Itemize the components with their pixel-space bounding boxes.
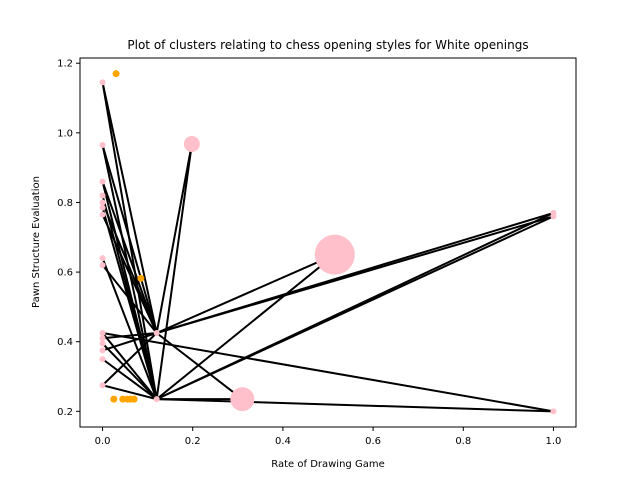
y-axis-label: Pawn Structure Evaluation bbox=[31, 176, 42, 308]
cluster-marker bbox=[99, 347, 106, 354]
cluster-edge bbox=[155, 215, 555, 335]
y-tick-label: 0.8 bbox=[57, 198, 73, 209]
cluster-edge bbox=[101, 342, 158, 401]
cluster-marker bbox=[99, 340, 106, 347]
cluster-edge bbox=[155, 332, 244, 401]
cluster-marker bbox=[99, 79, 106, 86]
cluster-marker bbox=[99, 192, 106, 199]
cluster-marker bbox=[99, 211, 106, 218]
cluster-edge bbox=[155, 215, 555, 401]
data-point bbox=[137, 274, 145, 282]
chart-title: Plot of clusters relating to chess openi… bbox=[127, 38, 528, 52]
y-tick-label: 0.6 bbox=[57, 268, 73, 279]
x-tick-label: 0.6 bbox=[365, 436, 381, 447]
cluster-edge bbox=[155, 253, 336, 335]
cluster-edge bbox=[101, 144, 158, 335]
cluster-marker bbox=[99, 382, 106, 389]
cluster-edge bbox=[101, 358, 158, 401]
axes-frame bbox=[79, 57, 577, 428]
cluster-marker bbox=[99, 330, 106, 337]
edges-group bbox=[101, 81, 555, 413]
cluster-edge bbox=[101, 384, 158, 401]
cluster-edge bbox=[101, 180, 158, 335]
x-axis-ticks: 0.0 0.2 0.4 0.6 0.8 1.0 bbox=[95, 427, 562, 447]
y-tick-label: 1.2 bbox=[57, 59, 73, 70]
cluster-marker bbox=[99, 178, 106, 185]
y-axis-ticks: 0.2 0.4 0.6 0.8 1.0 1.2 bbox=[57, 59, 80, 418]
y-tick-label: 1.0 bbox=[57, 128, 73, 139]
cluster-edge bbox=[101, 213, 158, 335]
clusters-group bbox=[99, 79, 557, 415]
x-tick-label: 0.0 bbox=[95, 436, 111, 447]
cluster-marker bbox=[153, 330, 160, 337]
data-point bbox=[112, 70, 120, 78]
x-axis-label: Rate of Drawing Game bbox=[271, 459, 384, 470]
y-tick-label: 0.2 bbox=[57, 407, 73, 418]
cluster-edge bbox=[101, 332, 555, 413]
cluster-edge bbox=[101, 332, 158, 340]
cluster-marker bbox=[99, 335, 106, 342]
cluster-marker bbox=[99, 255, 106, 262]
cluster-marker bbox=[99, 262, 106, 269]
cluster-edge bbox=[101, 332, 158, 352]
cluster-edge bbox=[155, 142, 193, 335]
plot-area bbox=[99, 70, 557, 415]
cluster-marker bbox=[550, 213, 557, 220]
x-tick-label: 0.2 bbox=[185, 436, 201, 447]
cluster-marker bbox=[153, 396, 160, 403]
points-group bbox=[110, 70, 145, 403]
cluster-marker bbox=[183, 135, 200, 152]
cluster-edge bbox=[101, 332, 158, 401]
y-tick-label: 0.4 bbox=[57, 337, 73, 348]
x-tick-label: 1.0 bbox=[546, 436, 562, 447]
cluster-marker bbox=[550, 408, 557, 415]
cluster-edge bbox=[155, 398, 555, 413]
cluster-marker bbox=[99, 199, 106, 206]
x-tick-label: 0.4 bbox=[275, 436, 291, 447]
cluster-edge bbox=[101, 264, 158, 335]
data-point bbox=[130, 395, 138, 403]
cluster-edge bbox=[155, 253, 336, 401]
cluster-edge bbox=[101, 257, 158, 401]
cluster-edge bbox=[101, 332, 158, 387]
cluster-edge bbox=[101, 206, 158, 401]
cluster-marker bbox=[314, 234, 355, 275]
cluster-marker bbox=[99, 142, 106, 149]
cluster-marker bbox=[230, 387, 255, 412]
cluster-edge bbox=[155, 142, 193, 401]
cluster-edge bbox=[101, 81, 158, 335]
cluster-marker bbox=[99, 356, 106, 363]
cluster-marker bbox=[99, 204, 106, 211]
data-point bbox=[110, 395, 118, 403]
x-tick-label: 0.8 bbox=[455, 436, 471, 447]
